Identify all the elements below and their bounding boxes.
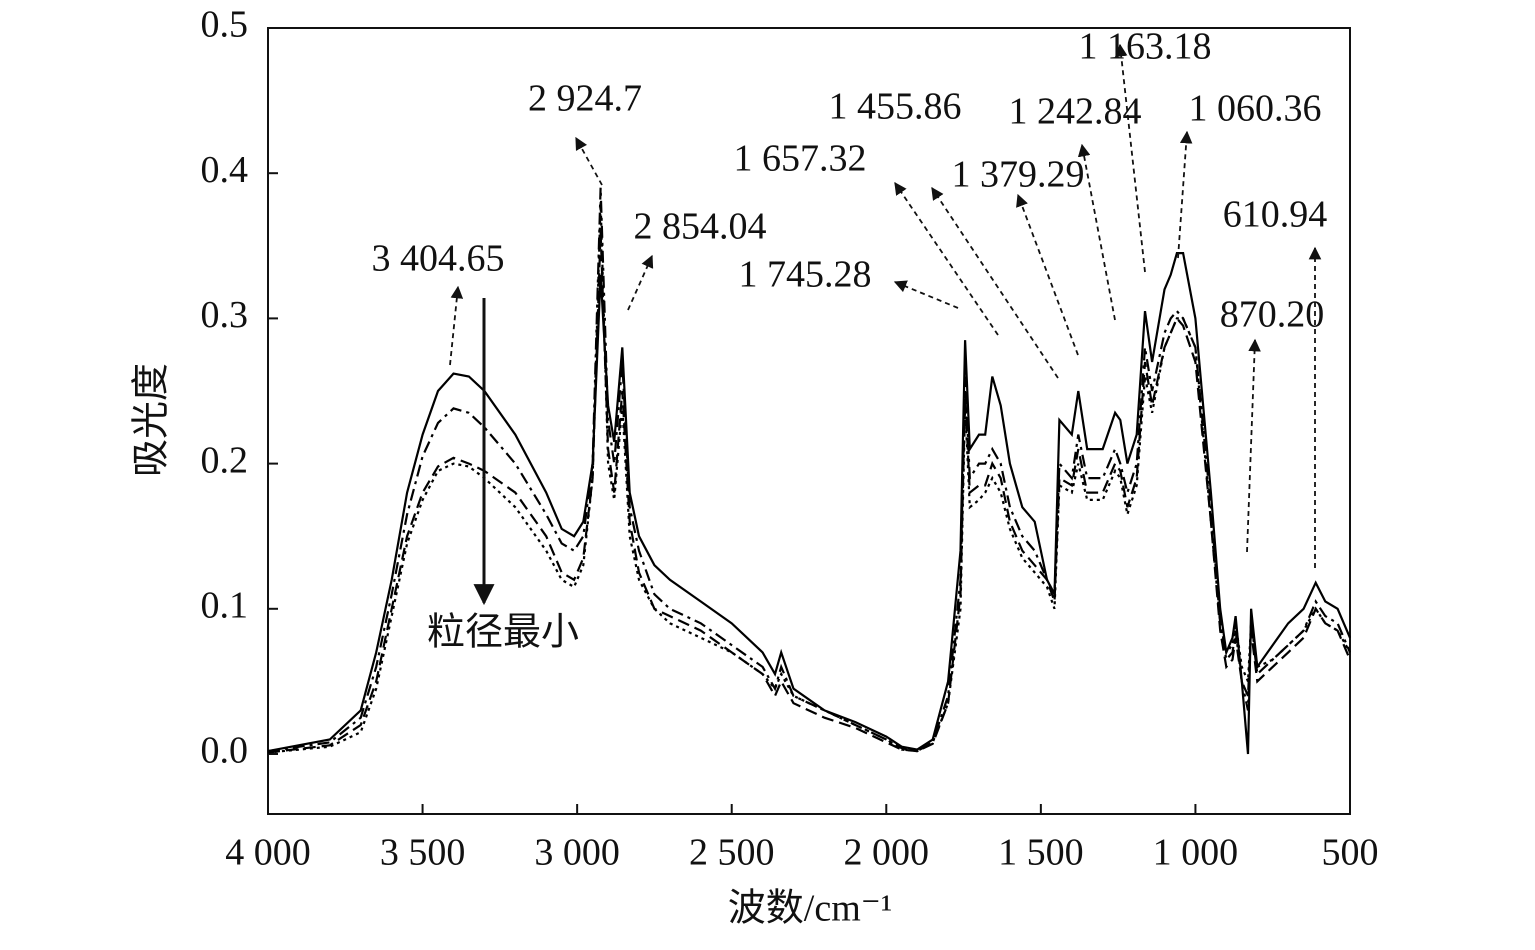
y-tick-label: 0.5 [201,4,249,46]
annotation-arrow [894,181,999,336]
annotation-arrow [575,136,603,186]
x-axis-label: 波数/cm⁻¹ [728,888,892,930]
annotation: 1 657.32 [734,138,867,180]
annotation-arrow [893,280,959,309]
annotation-arrow [449,285,464,366]
annotation: 2 924.7 [528,78,642,120]
x-tick-label: 3 500 [380,832,466,874]
y-tick-label: 0.2 [201,439,249,481]
annotation: 粒径最小 [427,612,579,654]
annotation: 610.94 [1223,194,1328,236]
annotation: 1 163.18 [1079,26,1212,68]
x-tick-label: 1 500 [998,832,1084,874]
y-axis-label: 吸光度 [131,363,173,477]
annotation-arrow [1246,338,1261,553]
y-tick-label: 0.1 [201,585,249,627]
annotation: 2 854.04 [634,206,767,248]
y-tick-label: 0.3 [201,294,249,336]
x-tick-label: 4 000 [225,832,311,874]
x-tick-label: 3 000 [534,832,620,874]
y-tick-label: 0.0 [201,730,249,772]
annotation: 1 745.28 [739,254,872,296]
annotation-arrow [1114,43,1146,273]
annotation-arrow [931,186,1059,379]
annotation: 1 242.84 [1009,91,1142,133]
x-tick-label: 1 000 [1153,832,1239,874]
x-tick-label: 500 [1322,832,1379,874]
plot-frame [267,27,1351,815]
x-tick-label: 2 000 [844,832,930,874]
spectrum-line [267,202,1351,754]
annotation-arrow [1077,143,1116,321]
annotation: 1 060.36 [1189,88,1322,130]
annotation-arrow [1177,130,1193,259]
annotation-arrow [1016,193,1079,356]
annotation: 1 455.86 [829,86,962,128]
spectrum-line [267,231,1352,754]
spectrum-line [267,187,1352,753]
y-tick-label: 0.4 [201,149,249,191]
annotation: 1 379.29 [952,154,1085,196]
annotation-arrow [627,254,654,311]
annotation: 3 404.65 [372,238,505,280]
annotation: 870.20 [1220,294,1325,336]
x-tick-label: 2 500 [689,832,775,874]
spectrum-line [267,252,1352,755]
